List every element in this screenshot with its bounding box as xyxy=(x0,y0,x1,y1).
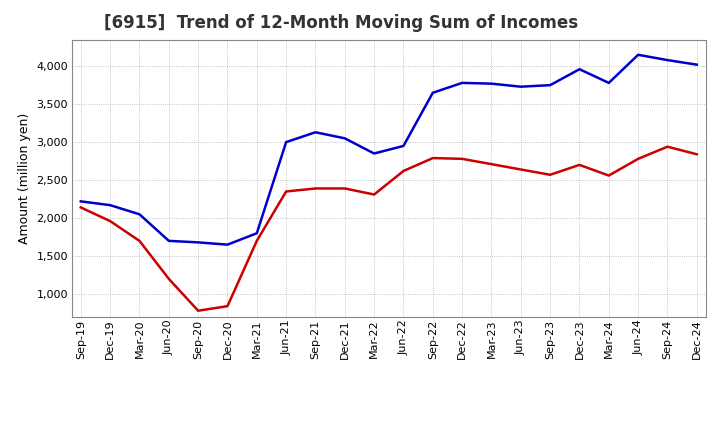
Ordinary Income xyxy=(164,238,173,243)
Text: [6915]  Trend of 12-Month Moving Sum of Incomes: [6915] Trend of 12-Month Moving Sum of I… xyxy=(104,15,578,33)
Net Income xyxy=(663,144,672,149)
Ordinary Income xyxy=(487,81,496,86)
Ordinary Income xyxy=(370,151,379,156)
Net Income xyxy=(106,219,114,224)
Ordinary Income xyxy=(76,199,85,204)
Ordinary Income xyxy=(341,136,349,141)
Ordinary Income xyxy=(605,80,613,85)
Ordinary Income xyxy=(282,139,290,145)
Net Income xyxy=(194,308,202,313)
Ordinary Income xyxy=(575,66,584,72)
Net Income xyxy=(341,186,349,191)
Ordinary Income xyxy=(223,242,232,247)
Ordinary Income xyxy=(634,52,642,58)
Ordinary Income xyxy=(663,58,672,63)
Net Income xyxy=(311,186,320,191)
Net Income xyxy=(634,156,642,161)
Ordinary Income xyxy=(693,62,701,67)
Ordinary Income xyxy=(428,90,437,95)
Net Income xyxy=(693,152,701,157)
Ordinary Income xyxy=(311,130,320,135)
Net Income xyxy=(253,238,261,243)
Net Income xyxy=(223,304,232,309)
Net Income xyxy=(135,238,144,243)
Net Income xyxy=(575,162,584,168)
Ordinary Income xyxy=(135,212,144,217)
Ordinary Income xyxy=(516,84,525,89)
Net Income xyxy=(282,189,290,194)
Line: Ordinary Income: Ordinary Income xyxy=(81,55,697,245)
Net Income xyxy=(458,156,467,161)
Net Income xyxy=(487,161,496,167)
Ordinary Income xyxy=(253,231,261,236)
Ordinary Income xyxy=(106,202,114,208)
Ordinary Income xyxy=(399,143,408,149)
Net Income xyxy=(428,155,437,161)
Net Income xyxy=(399,169,408,174)
Ordinary Income xyxy=(458,80,467,85)
Net Income xyxy=(76,205,85,210)
Ordinary Income xyxy=(194,240,202,245)
Net Income xyxy=(370,192,379,197)
Y-axis label: Amount (million yen): Amount (million yen) xyxy=(18,113,31,244)
Net Income xyxy=(605,173,613,178)
Line: Net Income: Net Income xyxy=(81,147,697,311)
Net Income xyxy=(164,276,173,282)
Ordinary Income xyxy=(546,83,554,88)
Net Income xyxy=(546,172,554,177)
Net Income xyxy=(516,167,525,172)
